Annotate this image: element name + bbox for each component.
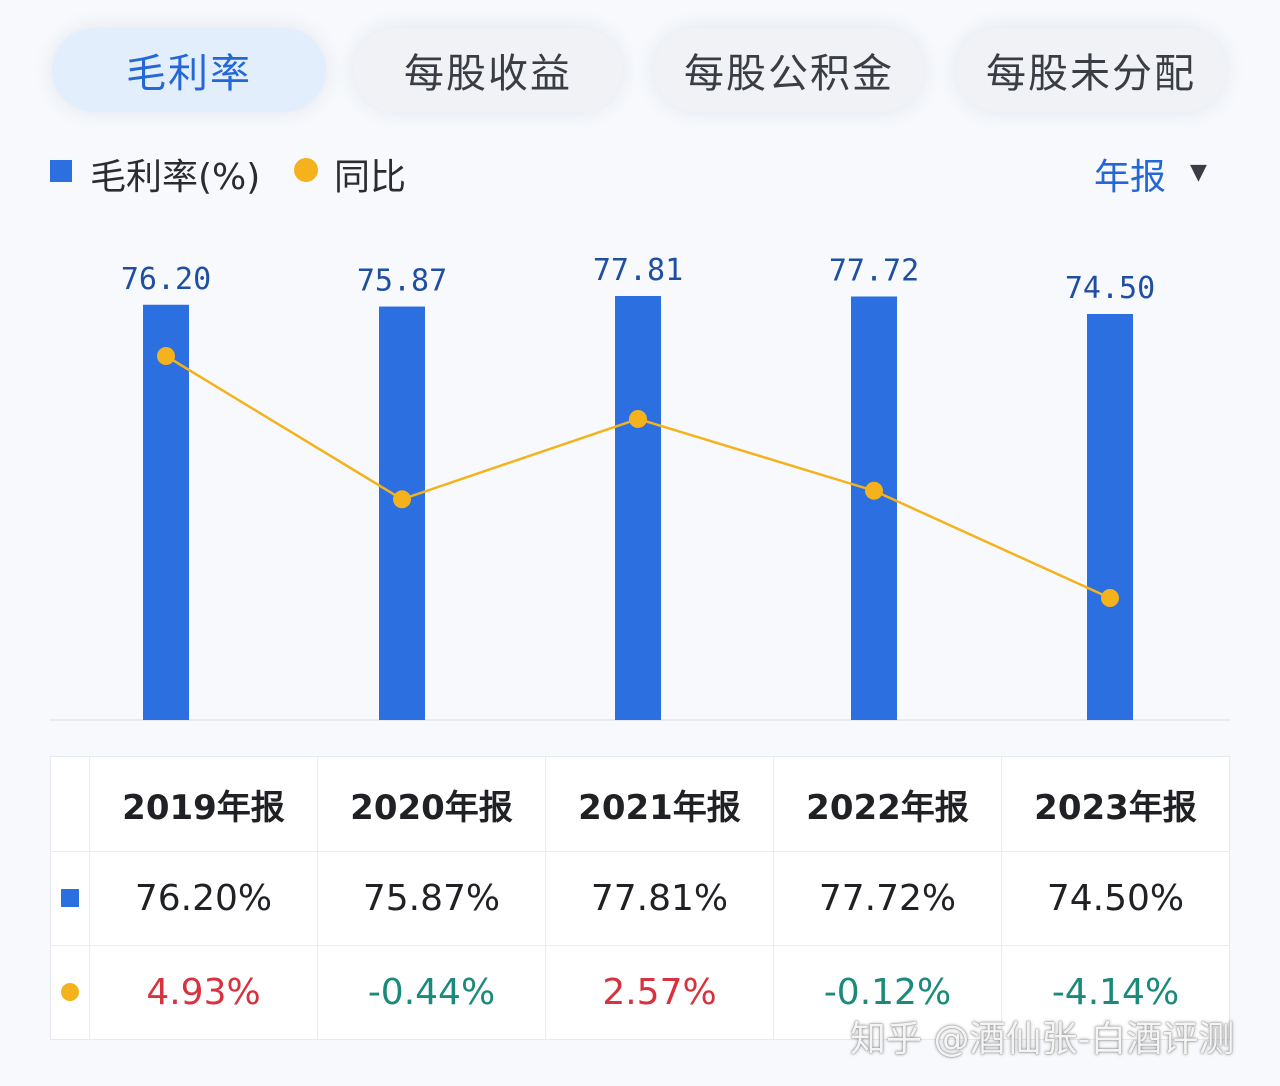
bar-value-label: 77.72 [829, 253, 919, 288]
yoy-cell: -4.14% [1001, 945, 1229, 1039]
bar [851, 296, 897, 720]
bar-value-label: 77.81 [593, 253, 683, 288]
line-legend-label: 同比 [334, 157, 407, 198]
bar-value-label: 75.87 [357, 264, 447, 299]
gross-margin-chart: 76.20 75.87 77.81 77.72 74.50 [50, 253, 1230, 721]
table-header-cell: 2021年报 [545, 757, 773, 851]
period-select[interactable]: 年报 [1094, 157, 1167, 198]
dot-marker-icon [61, 983, 79, 1001]
yoy-cell: 4.93% [89, 945, 317, 1039]
bar-legend-swatch [50, 160, 72, 182]
bar [379, 306, 425, 720]
yoy-cell: -0.12% [773, 945, 1001, 1039]
table-header-row: 2019年报 2020年报 2021年报 2022年报 2023年报 [51, 757, 1229, 852]
tab-bar: 毛利率 每股收益 每股公积金 每股未分配 [0, 0, 1280, 120]
table-header-cell: 2023年报 [1001, 757, 1229, 851]
table-header-cell: 2019年报 [89, 757, 317, 851]
margin-cell: 76.20% [89, 851, 317, 945]
bar [143, 304, 189, 720]
bar [615, 296, 661, 720]
margin-cell: 77.72% [773, 851, 1001, 945]
margin-cell: 75.87% [317, 851, 545, 945]
tab-reserve-per-share[interactable]: 每股公积金 [654, 28, 924, 112]
data-table: 2019年报 2020年报 2021年报 2022年报 2023年报 76.20… [50, 756, 1230, 1040]
bar-value-label: 76.20 [121, 262, 211, 297]
table-header-cell: 2020年报 [317, 757, 545, 851]
yoy-point [865, 481, 883, 500]
table-row-margin: 76.20% 75.87% 77.81% 77.72% 74.50% [51, 851, 1229, 946]
line-legend-swatch [294, 158, 318, 182]
bar-value-label: 74.50 [1065, 271, 1155, 306]
tab-eps[interactable]: 每股收益 [354, 28, 622, 112]
bar-legend-label: 毛利率(%) [90, 157, 261, 198]
yoy-row-marker [51, 945, 89, 1039]
chart-legend: 毛利率(%) 同比 年报 ▼ [0, 140, 1280, 200]
chevron-down-icon[interactable]: ▼ [1190, 160, 1207, 185]
square-marker-icon [61, 889, 79, 907]
table-header-cell: 2022年报 [773, 757, 1001, 851]
watermark: 知乎 @酒仙张-白酒评测 [850, 1019, 1235, 1060]
margin-cell: 77.81% [545, 851, 773, 945]
yoy-point [1101, 589, 1119, 607]
yoy-cell: -0.44% [317, 945, 545, 1039]
margin-cell: 74.50% [1001, 851, 1229, 945]
yoy-point [393, 490, 411, 509]
tab-gross-margin[interactable]: 毛利率 [52, 28, 326, 112]
tab-undistributed-per-share[interactable]: 每股未分配 [956, 28, 1226, 112]
yoy-cell: 2.57% [545, 945, 773, 1039]
yoy-point [157, 347, 175, 365]
header-marker-cell [51, 757, 89, 851]
margin-row-marker [51, 851, 89, 945]
table-row-yoy: 4.93% -0.44% 2.57% -0.12% -4.14% [51, 945, 1229, 1039]
yoy-point [629, 409, 647, 428]
bar [1087, 314, 1133, 720]
